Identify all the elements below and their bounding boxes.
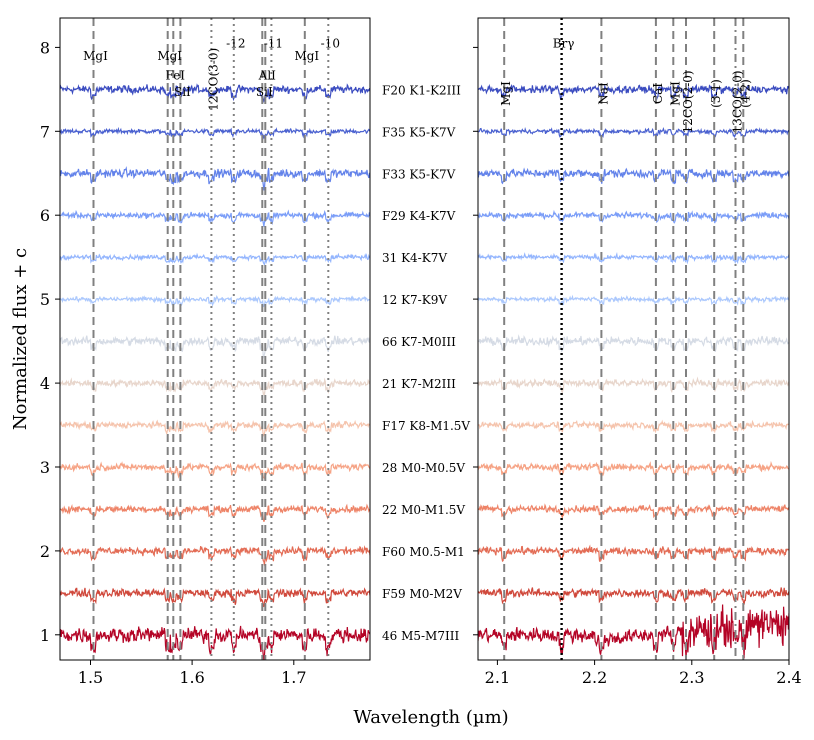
line-label-h-1: MgI — [157, 49, 182, 63]
series-label-13: 46 M5-M7III — [382, 629, 459, 643]
line-label-h-10: -10 — [321, 36, 340, 50]
series-label-8: F17 K8-M1.5V — [382, 419, 470, 433]
line-label-h-5: -12 — [226, 36, 245, 50]
spectrum-k-f33-k5-k7v — [478, 167, 789, 185]
y-tick-label-0: 1 — [40, 626, 50, 645]
line-label-k-0: MgI — [499, 81, 513, 106]
x-tick-label-h-2: 1.7 — [281, 668, 306, 687]
spectrum-h-f33-k5-k7v — [60, 165, 370, 191]
series-label-6: 66 K7-M0III — [382, 335, 456, 349]
line-label-k-4: MgI — [668, 81, 682, 106]
series-label-12: F59 M0-M2V — [382, 587, 462, 601]
spectrum-k-f17-k8-m1-5v — [478, 419, 789, 434]
spectrum-h-21-k7-m2iii — [60, 377, 370, 396]
x-tick-label-h-1: 1.6 — [179, 668, 204, 687]
line-label-h-0: MgI — [83, 49, 108, 63]
spectrum-h-f59-m0-m2v — [60, 587, 370, 608]
x-tick-label-k-3: 2.4 — [776, 668, 801, 687]
spectrum-k-f60-m0-5-m1 — [478, 544, 789, 563]
y-tick-label-6: 7 — [40, 122, 50, 141]
spectrum-k-f59-m0-m2v — [478, 587, 789, 605]
series-label-4: 31 K4-K7V — [382, 251, 447, 265]
y-axis-label: Normalized flux + c — [10, 248, 31, 430]
spectrum-h-28-m0-m0-5v — [60, 461, 370, 481]
line-label-h-7: AlI — [258, 68, 277, 82]
x-tick-label-h-0: 1.5 — [78, 668, 103, 687]
spectrum-h-f60-m0-5-m1 — [60, 545, 370, 566]
spectrum-k-22-m0-m1-5v — [478, 503, 789, 520]
line-label-k-6: (3-1) — [709, 79, 723, 108]
series-label-1: F35 K5-K7V — [382, 125, 456, 139]
line-label-h-2: FeI — [166, 68, 186, 82]
y-tick-label-2: 3 — [40, 458, 50, 477]
y-tick-label-5: 6 — [40, 206, 50, 225]
y-tick-label-3: 4 — [40, 374, 50, 393]
spectrum-k-f29-k4-k7v — [478, 209, 789, 224]
line-label-h-3: SiI — [174, 85, 191, 99]
spectrum-h-12-k7-k9v — [60, 295, 370, 308]
line-label-k-5: 12CO(2-0) — [681, 70, 695, 133]
series-label-7: 21 K7-M2III — [382, 377, 456, 391]
x-tick-label-k-0: 2.1 — [485, 668, 510, 687]
spectrum-h-f20-k1-k2iii — [60, 83, 370, 103]
x-tick-label-k-2: 2.3 — [679, 668, 704, 687]
spectrum-h-f17-k8-m1-5v — [60, 419, 370, 437]
line-label-k-2: NaI — [596, 82, 610, 105]
spectrum-h-f29-k4-k7v — [60, 209, 370, 227]
spectrum-k-f20-k1-k2iii — [478, 83, 789, 101]
y-tick-label-7: 8 — [40, 38, 50, 57]
spectrum-h-66-k7-m0iii — [60, 335, 370, 360]
spectrum-k-21-k7-m2iii — [478, 376, 789, 394]
line-label-h-9: MgI — [294, 49, 319, 63]
spectrum-k-28-m0-m0-5v — [478, 460, 789, 477]
spectrum-k-66-k7-m0iii — [478, 334, 789, 353]
spectrum-k-12-k7-k9v — [478, 294, 789, 306]
y-tick-label-4: 5 — [40, 290, 50, 309]
spectrum-h-22-m0-m1-5v — [60, 503, 370, 522]
series-label-10: 22 M0-M1.5V — [382, 503, 465, 517]
spectrum-k-46-m5-m7iii — [478, 604, 789, 660]
series-label-5: 12 K7-K9V — [382, 293, 447, 307]
k-band-axes-frame — [477, 17, 790, 661]
spectrum-h-f35-k5-k7v — [60, 126, 370, 140]
line-label-h-4: 12CO(3-0) — [206, 48, 220, 111]
spectrum-h-46-m5-m7iii — [60, 625, 370, 660]
spectrum-k-f35-k5-k7v — [478, 126, 789, 140]
series-label-9: 28 M0-M0.5V — [382, 461, 465, 475]
spectrum-h-31-k4-k7v — [60, 252, 370, 266]
spectrum-k-31-k4-k7v — [478, 251, 789, 265]
line-label-h-8: -11 — [264, 36, 283, 50]
line-label-h-6: SiI — [256, 85, 273, 99]
y-tick-label-1: 2 — [40, 542, 50, 561]
line-label-k-8: (4-2) — [738, 79, 752, 108]
series-label-2: F33 K5-K7V — [382, 167, 456, 181]
h-band-axes-frame — [59, 17, 371, 661]
x-axis-label: Wavelength (µm) — [353, 707, 508, 728]
line-label-k-1: Brγ — [553, 36, 575, 50]
x-tick-label-k-1: 2.2 — [582, 668, 607, 687]
series-label-3: F29 K4-K7V — [382, 209, 456, 223]
line-label-k-3: CaI — [651, 83, 665, 104]
series-label-0: F20 K1-K2III — [382, 83, 461, 97]
line-label-k-7: 13CO(2-0) — [731, 70, 745, 133]
series-label-11: F60 M0.5-M1 — [382, 545, 465, 559]
